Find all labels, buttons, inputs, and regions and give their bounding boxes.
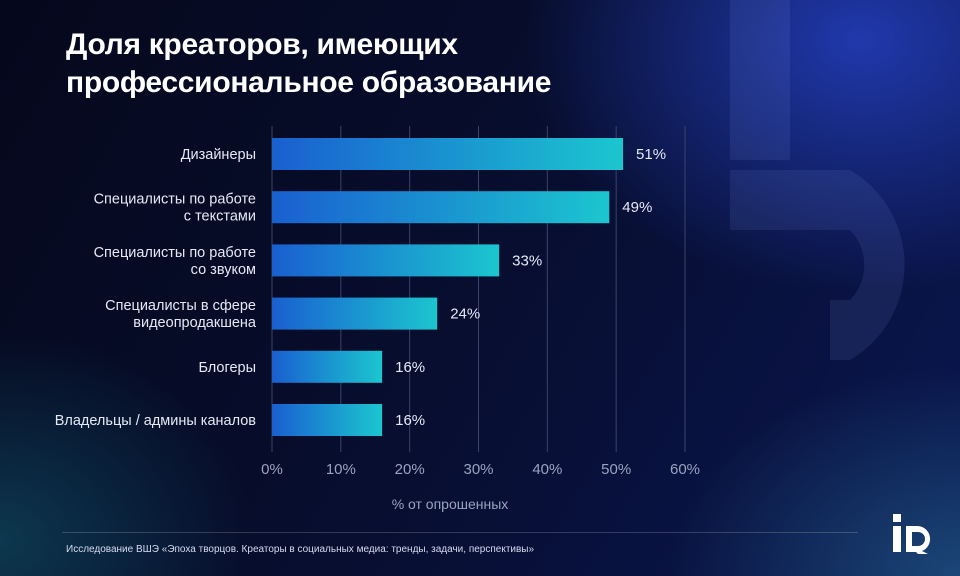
category-label-line: Специалисты по работе bbox=[94, 245, 256, 261]
bar-value-label: 16% bbox=[395, 412, 425, 429]
category-label: Специалисты по работе с текстами bbox=[94, 192, 256, 225]
bars bbox=[272, 138, 624, 436]
footer-source: Исследование ВШЭ «Эпоха творцов. Креатор… bbox=[66, 544, 535, 555]
x-axis-label: % от опрошенных bbox=[392, 496, 509, 512]
footer-divider bbox=[62, 532, 858, 533]
bar bbox=[272, 191, 610, 224]
category-label-line: со звуком bbox=[191, 262, 256, 278]
iq-logo-icon bbox=[893, 514, 931, 554]
page-title: Доля креаторов, имеющих профессиональное… bbox=[66, 26, 686, 102]
category-label: Специалисты в сфере видеопродакшена bbox=[105, 298, 257, 331]
bar bbox=[272, 244, 500, 277]
category-label: Владельцы / админы каналов bbox=[55, 413, 257, 429]
x-tick-label: 60% bbox=[670, 461, 700, 478]
category-label-line: Дизайнеры bbox=[181, 147, 256, 163]
x-tick-label: 40% bbox=[532, 461, 562, 478]
bar-value-label: 49% bbox=[622, 199, 652, 216]
bar-value-label: 24% bbox=[450, 306, 480, 323]
x-axis-ticks: 0% 10% 20% 30% 40% 50% 60% bbox=[261, 461, 700, 478]
category-label: Специалисты по работе со звуком bbox=[94, 245, 256, 278]
bar bbox=[272, 350, 383, 383]
category-label: Дизайнеры bbox=[181, 147, 256, 163]
category-label-line: с текстами bbox=[184, 209, 256, 225]
bar-value-label: 16% bbox=[395, 359, 425, 376]
category-label-line: Специалисты по работе bbox=[94, 192, 256, 208]
grid-lines bbox=[271, 126, 686, 452]
x-tick-label: 10% bbox=[326, 461, 356, 478]
x-tick-label: 0% bbox=[261, 461, 283, 478]
bar bbox=[272, 297, 438, 330]
category-label-line: Блогеры bbox=[198, 360, 256, 376]
x-tick-label: 20% bbox=[395, 461, 425, 478]
category-label-line: Владельцы / админы каналов bbox=[55, 413, 257, 429]
category-label-line: Специалисты в сфере bbox=[105, 298, 256, 314]
bar-value-label: 51% bbox=[636, 146, 666, 163]
page-title-line-2: профессиональное образование bbox=[66, 66, 552, 99]
category-label-line: видеопродакшена bbox=[133, 315, 257, 331]
bar bbox=[272, 138, 624, 170]
x-tick-label: 50% bbox=[601, 461, 631, 478]
x-tick-label: 30% bbox=[463, 461, 493, 478]
value-labels: 51% 49% 33% 24% 16% 16% bbox=[395, 146, 666, 429]
bar bbox=[272, 404, 383, 436]
page-title-line-1: Доля креаторов, имеющих bbox=[66, 28, 458, 61]
category-label: Блогеры bbox=[198, 360, 256, 376]
bar-value-label: 33% bbox=[512, 252, 542, 269]
